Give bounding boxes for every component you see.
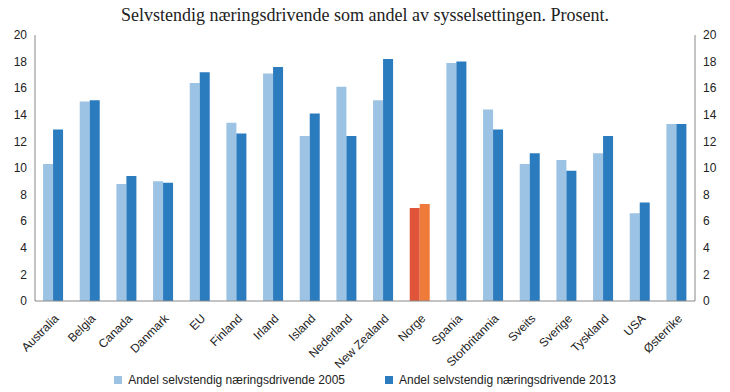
html-text:Andel selvstendig næringsdrive: Andel selvstendig næringsdrivende 2005 bbox=[128, 373, 345, 387]
svg-text:10: 10 bbox=[703, 161, 717, 175]
svg-text:0: 0 bbox=[20, 294, 27, 308]
svg-text:10: 10 bbox=[14, 161, 28, 175]
svg-text:8: 8 bbox=[703, 188, 710, 202]
svg-text:Spania: Spania bbox=[428, 311, 465, 348]
svg-text:0: 0 bbox=[703, 294, 710, 308]
svg-text:Sveits: Sveits bbox=[505, 311, 538, 344]
svg-text:USA: USA bbox=[621, 311, 648, 338]
svg-text:20: 20 bbox=[703, 30, 717, 42]
svg-text:Island: Island bbox=[286, 311, 319, 344]
svg-text:4: 4 bbox=[20, 241, 27, 255]
svg-text:4: 4 bbox=[703, 241, 710, 255]
svg-text:2: 2 bbox=[20, 268, 27, 282]
svg-text:16: 16 bbox=[703, 81, 717, 95]
svg-text:8: 8 bbox=[20, 188, 27, 202]
html-text:Andel selvstendig næringsdrive: Andel selvstendig næringsdrivende 2013 bbox=[399, 373, 616, 387]
svg-text:18: 18 bbox=[14, 55, 28, 69]
svg-text:2: 2 bbox=[703, 268, 710, 282]
svg-text:Irland: Irland bbox=[251, 311, 282, 342]
svg-text:Norge: Norge bbox=[395, 311, 428, 344]
svg-text:14: 14 bbox=[703, 108, 717, 122]
svg-text:Tyskland: Tyskland bbox=[568, 311, 611, 354]
svg-text:Finland: Finland bbox=[207, 311, 245, 349]
svg-text:Canada: Canada bbox=[95, 311, 135, 352]
svg-text:Østerrike: Østerrike bbox=[641, 311, 686, 356]
svg-text:Belgia: Belgia bbox=[65, 311, 99, 345]
svg-text:20: 20 bbox=[14, 30, 28, 42]
html-text:Selvstendig næringsdrivende so: Selvstendig næringsdrivende som andel av… bbox=[121, 5, 609, 25]
svg-text:Sverige: Sverige bbox=[536, 311, 575, 351]
svg-text:New Zealand: New Zealand bbox=[332, 311, 392, 371]
svg-text:12: 12 bbox=[703, 135, 717, 149]
svg-text:16: 16 bbox=[14, 81, 28, 95]
svg-text:Danmark: Danmark bbox=[127, 311, 172, 356]
svg-text:6: 6 bbox=[703, 214, 710, 228]
svg-text:12: 12 bbox=[14, 135, 28, 149]
svg-text:Nederland: Nederland bbox=[306, 311, 355, 361]
svg-text:Storbritannia: Storbritannia bbox=[444, 311, 502, 369]
svg-text:18: 18 bbox=[703, 55, 717, 69]
svg-text:Australia: Australia bbox=[19, 311, 62, 354]
svg-text:EU: EU bbox=[187, 311, 209, 333]
svg-text:6: 6 bbox=[20, 214, 27, 228]
svg-text:14: 14 bbox=[14, 108, 28, 122]
